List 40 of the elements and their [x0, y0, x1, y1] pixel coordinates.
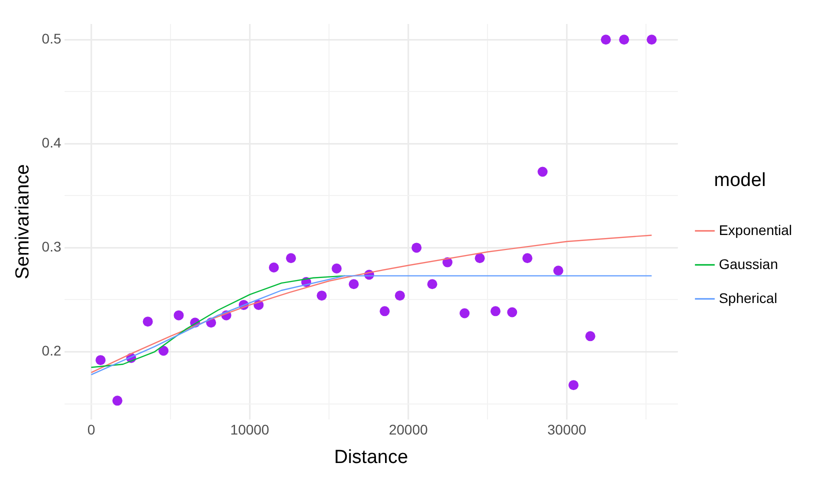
point [460, 308, 470, 318]
point [394, 290, 405, 301]
legend-label: Exponential [718, 222, 792, 238]
point [474, 253, 485, 264]
y-axis-title: Semivariance [12, 164, 34, 280]
point [174, 310, 184, 320]
x-axis-title: Distance [334, 446, 408, 468]
y-tick-label: 0.4 [42, 134, 62, 151]
x-tick-label: 30000 [547, 422, 587, 438]
point [142, 316, 153, 327]
point [427, 279, 438, 290]
point [412, 242, 422, 253]
point [646, 34, 657, 45]
point [96, 355, 106, 366]
y-tick-label: 0.2 [42, 342, 62, 359]
point [538, 166, 548, 177]
point [490, 306, 501, 316]
y-tick-label: 0.5 [42, 30, 62, 46]
legend-label: Spherical [718, 290, 778, 306]
point [507, 307, 518, 318]
point [553, 266, 564, 276]
point [332, 264, 342, 274]
point [568, 380, 579, 390]
y-tick-label: 0.3 [42, 238, 62, 255]
point [286, 253, 296, 264]
legend-title: model [714, 170, 766, 191]
x-tick-label: 20000 [388, 422, 428, 438]
point [112, 396, 122, 406]
point [585, 331, 596, 342]
point [348, 279, 359, 290]
point [600, 34, 611, 45]
x-tick-label: 10000 [230, 422, 270, 438]
point [268, 262, 279, 272]
point [158, 346, 169, 356]
point [522, 253, 532, 264]
point [380, 306, 390, 316]
x-tick-label: 0 [87, 422, 96, 438]
point [316, 290, 327, 301]
point [619, 34, 630, 45]
legend-label: Gaussian [718, 256, 778, 272]
